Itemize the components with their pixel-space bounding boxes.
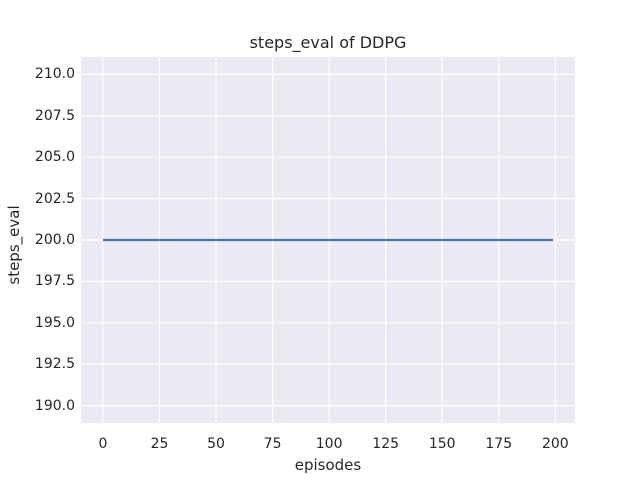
x-tick-label: 0 [98,436,108,452]
x-tick-label: 125 [372,436,400,452]
chart-title: steps_eval of DDPG [249,33,407,52]
x-tick-label: 25 [150,436,169,452]
y-tick-label: 207.5 [34,107,75,124]
x-tick-label: 50 [207,436,225,452]
x-tick-label: 200 [541,436,569,452]
y-tick-label: 192.5 [34,356,75,373]
y-tick-label: 205.0 [34,149,75,166]
x-tick-label: 175 [485,436,513,452]
y-tick-label: 190.0 [34,397,75,414]
plot-canvas [81,57,575,423]
x-axis-label: episodes [294,456,362,474]
x-tick-label: 75 [263,436,282,452]
plot-area [81,57,575,423]
y-tick-label: 202.5 [34,190,75,207]
x-tick-label: 150 [428,436,456,452]
y-tick-label: 195.0 [34,314,75,331]
y-tick-label: 200.0 [34,232,75,248]
y-tick-label: 197.5 [34,273,75,290]
y-tick-label: 210.0 [34,66,75,83]
x-tick-label: 100 [315,436,343,452]
